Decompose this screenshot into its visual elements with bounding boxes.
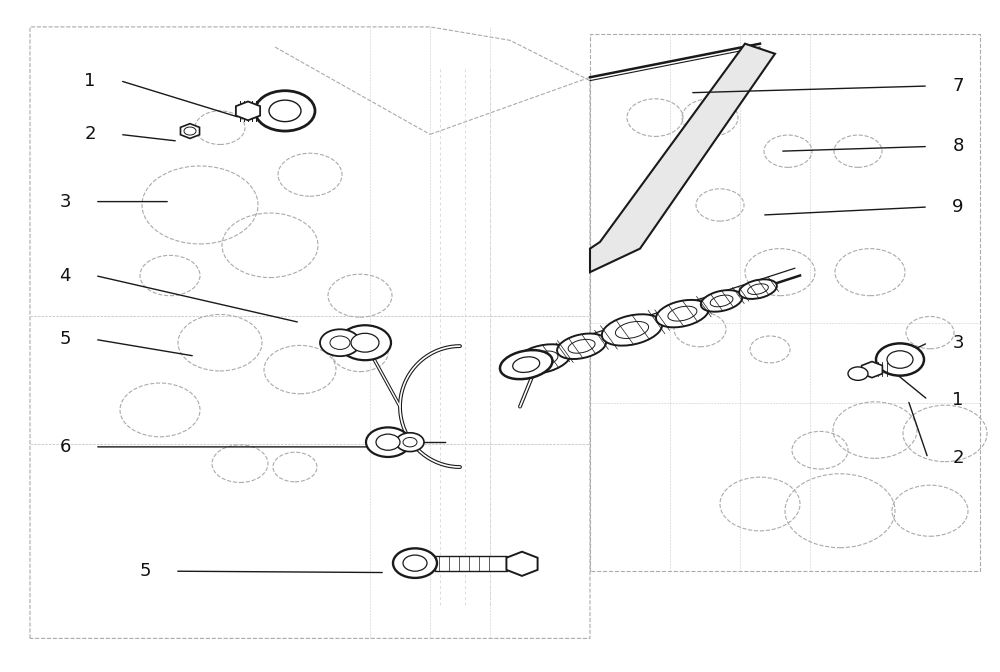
Ellipse shape — [514, 344, 571, 374]
Bar — [435, 556, 507, 571]
Text: 9: 9 — [952, 198, 964, 216]
Text: 6: 6 — [59, 438, 71, 456]
Polygon shape — [236, 101, 260, 120]
Ellipse shape — [739, 280, 777, 299]
Text: 3: 3 — [952, 334, 964, 351]
Circle shape — [339, 325, 391, 360]
Text: 2: 2 — [84, 126, 96, 143]
Circle shape — [184, 127, 196, 135]
Circle shape — [887, 351, 913, 368]
Circle shape — [320, 329, 360, 356]
Polygon shape — [862, 362, 882, 378]
Ellipse shape — [656, 300, 709, 327]
Text: 1: 1 — [952, 391, 964, 409]
Circle shape — [403, 555, 427, 571]
Polygon shape — [180, 124, 200, 138]
Circle shape — [269, 100, 301, 122]
Circle shape — [376, 434, 400, 450]
Circle shape — [848, 367, 868, 380]
Text: 1: 1 — [84, 72, 96, 89]
Polygon shape — [590, 44, 775, 272]
Ellipse shape — [602, 314, 662, 345]
Text: 5: 5 — [139, 562, 151, 580]
Ellipse shape — [701, 290, 742, 312]
Circle shape — [255, 91, 315, 131]
Polygon shape — [506, 552, 538, 576]
Circle shape — [876, 343, 924, 376]
Text: 4: 4 — [59, 267, 71, 284]
Circle shape — [393, 548, 437, 578]
Ellipse shape — [557, 333, 606, 359]
Circle shape — [330, 336, 350, 349]
Circle shape — [396, 433, 424, 452]
Text: 3: 3 — [59, 193, 71, 210]
Circle shape — [351, 333, 379, 352]
Circle shape — [403, 437, 417, 447]
Text: 8: 8 — [952, 138, 964, 155]
Ellipse shape — [500, 350, 552, 379]
Text: 7: 7 — [952, 77, 964, 95]
Circle shape — [366, 427, 410, 457]
Text: 2: 2 — [952, 450, 964, 467]
Text: 5: 5 — [59, 331, 71, 348]
